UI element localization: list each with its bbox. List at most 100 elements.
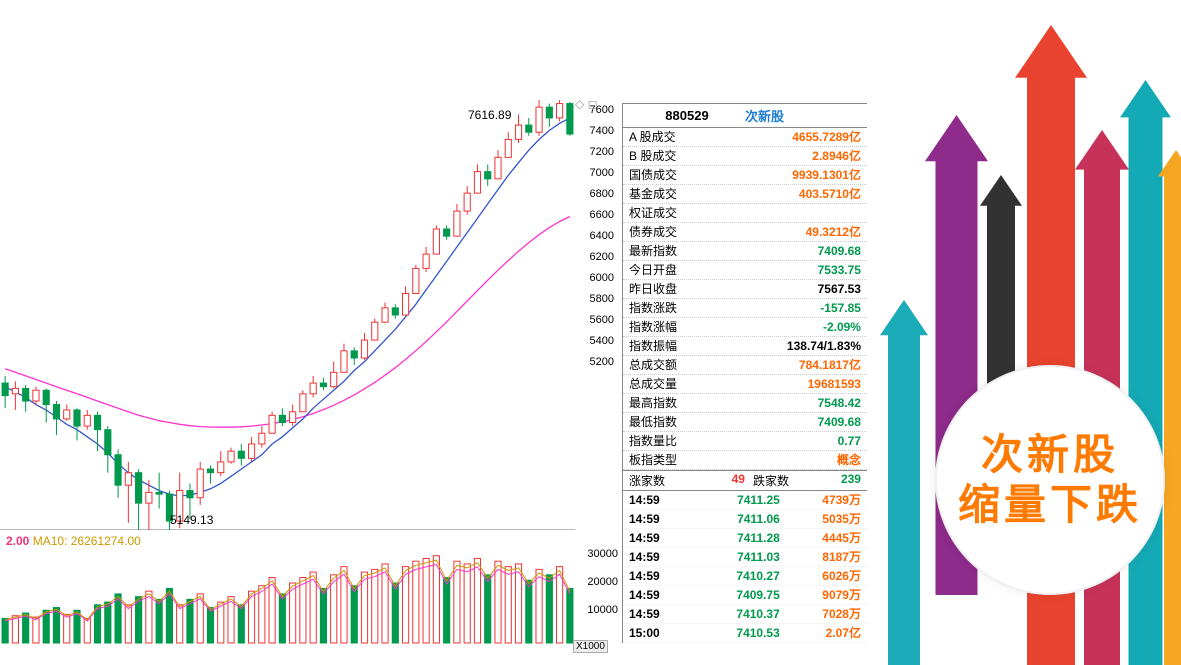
stat-row: A 股成交4655.7289亿 bbox=[623, 128, 867, 147]
stat-value: -2.09% bbox=[757, 319, 861, 335]
tick-row: 14:597411.065035万 bbox=[623, 510, 867, 529]
tick-row: 14:597410.377028万 bbox=[623, 605, 867, 624]
stat-row: 基金成交403.5710亿 bbox=[623, 185, 867, 204]
stat-value: 7548.42 bbox=[757, 395, 861, 411]
count-row: 涨家数 49 跌家数 239 bbox=[623, 470, 867, 491]
info-panel: 880529 次新股 A 股成交4655.7289亿B 股成交2.8946亿国债… bbox=[622, 103, 867, 643]
tick-row: 15:007410.532.07亿 bbox=[623, 624, 867, 643]
tick-price: 7410.37 bbox=[687, 605, 780, 623]
tick-price: 7409.75 bbox=[687, 586, 780, 604]
tick-price: 7410.53 bbox=[687, 624, 780, 642]
stat-label: 指数振幅 bbox=[629, 338, 757, 354]
tick-time: 14:59 bbox=[629, 548, 687, 566]
tick-time: 14:59 bbox=[629, 529, 687, 547]
stat-row: 昨日收盘7567.53 bbox=[623, 280, 867, 299]
up-count: 49 bbox=[694, 472, 745, 489]
stat-row: 最低指数7409.68 bbox=[623, 413, 867, 432]
tick-vol: 9079万 bbox=[780, 586, 861, 604]
stat-label: 债券成交 bbox=[629, 224, 757, 240]
tick-price: 7411.25 bbox=[687, 491, 780, 509]
stat-label: 总成交量 bbox=[629, 376, 757, 392]
tick-vol: 4739万 bbox=[780, 491, 861, 509]
price-y-axis: 7600740072007000680066006400620060005800… bbox=[580, 100, 614, 373]
stat-label: B 股成交 bbox=[629, 148, 757, 164]
stat-label: 指数量比 bbox=[629, 433, 757, 449]
stat-row: 总成交量19681593 bbox=[623, 375, 867, 394]
ma-val-a: 2.00 bbox=[6, 534, 29, 548]
ma-indicator-label: 2.00 MA10: 26261274.00 bbox=[0, 530, 575, 548]
stat-label: 基金成交 bbox=[629, 186, 757, 202]
tick-time: 14:59 bbox=[629, 567, 687, 585]
stat-label: 国债成交 bbox=[629, 167, 757, 183]
tick-row: 14:597411.284445万 bbox=[623, 529, 867, 548]
stat-value: 19681593 bbox=[757, 376, 861, 392]
volume-scale-label: X1000 bbox=[573, 640, 608, 653]
stat-label: 指数涨跌 bbox=[629, 300, 757, 316]
low-label: 5149.13 bbox=[170, 513, 213, 527]
tick-price: 7411.03 bbox=[687, 548, 780, 566]
stat-row: 最高指数7548.42 bbox=[623, 394, 867, 413]
stat-row: 板指类型概念 bbox=[623, 451, 867, 470]
tick-vol: 4445万 bbox=[780, 529, 861, 547]
stat-row: B 股成交2.8946亿 bbox=[623, 147, 867, 166]
stat-label: 最低指数 bbox=[629, 414, 757, 430]
stat-row: 权证成交 bbox=[623, 204, 867, 223]
ma-val-b: MA10: 26261274.00 bbox=[33, 534, 141, 548]
down-label: 跌家数 bbox=[745, 472, 810, 489]
tick-vol: 8187万 bbox=[780, 548, 861, 566]
stock-name[interactable]: 次新股 bbox=[745, 106, 861, 125]
up-label: 涨家数 bbox=[629, 472, 694, 489]
stats-list: A 股成交4655.7289亿B 股成交2.8946亿国债成交9939.1301… bbox=[623, 128, 867, 470]
tick-time: 15:00 bbox=[629, 624, 687, 642]
info-header: 880529 次新股 bbox=[623, 104, 867, 128]
volume-chart[interactable]: 2.00 MA10: 26261274.00 bbox=[0, 530, 575, 650]
stat-row: 债券成交49.3212亿 bbox=[623, 223, 867, 242]
tick-time: 14:59 bbox=[629, 586, 687, 604]
stat-label: 昨日收盘 bbox=[629, 281, 757, 297]
price-chart[interactable]: 7616.89 5149.13 bbox=[0, 100, 575, 530]
stat-value: 7409.68 bbox=[757, 243, 861, 259]
stat-value: 7567.53 bbox=[757, 281, 861, 297]
stat-row: 指数涨跌-157.85 bbox=[623, 299, 867, 318]
stat-row: 国债成交9939.1301亿 bbox=[623, 166, 867, 185]
stat-value: 7533.75 bbox=[757, 262, 861, 278]
tick-time: 14:59 bbox=[629, 605, 687, 623]
stat-value bbox=[757, 205, 861, 221]
stat-value: 9939.1301亿 bbox=[757, 167, 861, 183]
tick-vol: 6026万 bbox=[780, 567, 861, 585]
tick-vol: 5035万 bbox=[780, 510, 861, 528]
tick-time: 14:59 bbox=[629, 491, 687, 509]
tick-list[interactable]: 14:597411.254739万14:597411.065035万14:597… bbox=[623, 491, 867, 643]
stat-value: 138.74/1.83% bbox=[757, 338, 861, 354]
tick-row: 14:597411.038187万 bbox=[623, 548, 867, 567]
chart-nav-icons[interactable]: ◇ ◻ bbox=[575, 97, 598, 111]
tick-time: 14:59 bbox=[629, 510, 687, 528]
stat-label: A 股成交 bbox=[629, 129, 757, 145]
stat-label: 总成交额 bbox=[629, 357, 757, 373]
stat-value: 0.77 bbox=[757, 433, 861, 449]
stat-row: 今日开盘7533.75 bbox=[623, 261, 867, 280]
stat-label: 今日开盘 bbox=[629, 262, 757, 278]
tick-row: 14:597409.759079万 bbox=[623, 586, 867, 605]
stat-row: 指数量比0.77 bbox=[623, 432, 867, 451]
stat-row: 指数振幅138.74/1.83% bbox=[623, 337, 867, 356]
tick-row: 14:597411.254739万 bbox=[623, 491, 867, 510]
tick-vol: 7028万 bbox=[780, 605, 861, 623]
down-count: 239 bbox=[810, 472, 861, 489]
stat-value: 49.3212亿 bbox=[757, 224, 861, 240]
stat-label: 最高指数 bbox=[629, 395, 757, 411]
stat-row: 最新指数7409.68 bbox=[623, 242, 867, 261]
headline-line1: 次新股 bbox=[981, 430, 1119, 480]
stat-value: -157.85 bbox=[757, 300, 861, 316]
stat-value: 概念 bbox=[757, 452, 861, 468]
volume-y-axis: 300002000010000 bbox=[580, 540, 618, 624]
stat-row: 总成交额784.1817亿 bbox=[623, 356, 867, 375]
stat-row: 指数涨幅-2.09% bbox=[623, 318, 867, 337]
tick-price: 7411.06 bbox=[687, 510, 780, 528]
tick-row: 14:597410.276026万 bbox=[623, 567, 867, 586]
tick-price: 7411.28 bbox=[687, 529, 780, 547]
stat-label: 板指类型 bbox=[629, 452, 757, 468]
stat-label: 权证成交 bbox=[629, 205, 757, 221]
stat-value: 403.5710亿 bbox=[757, 186, 861, 202]
chart-area: 7616.89 5149.13 2.00 MA10: 26261274.00 bbox=[0, 100, 615, 665]
